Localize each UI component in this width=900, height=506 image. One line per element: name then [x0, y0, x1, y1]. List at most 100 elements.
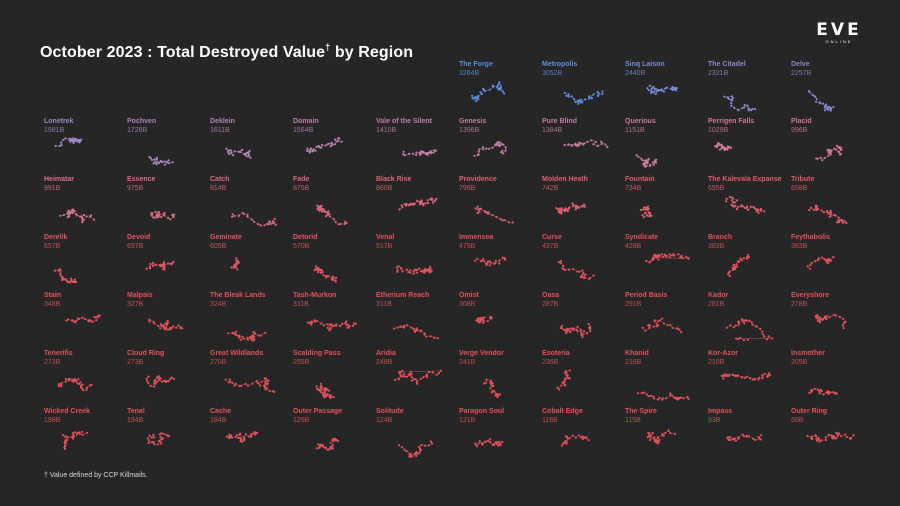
map-system-dot: [429, 267, 432, 270]
map-system-dot: [318, 444, 322, 447]
region-map-glyph: [808, 204, 848, 225]
map-system-dot: [264, 380, 267, 383]
map-system-dot: [735, 337, 738, 340]
map-system-dot: [743, 206, 746, 209]
map-system-dot: [73, 280, 76, 284]
map-system-dot: [314, 320, 317, 323]
map-system-dot: [237, 336, 240, 339]
region-name: Tenerifis: [44, 350, 73, 357]
map-system-dot: [407, 271, 410, 274]
map-system-dot: [498, 141, 501, 144]
region-name: Esoteria: [542, 350, 570, 357]
region-name: Cloud Ring: [127, 350, 165, 357]
map-system-dot: [728, 270, 731, 273]
map-system-dot: [722, 377, 725, 380]
region-name: Vale of the Silent: [376, 118, 433, 125]
map-system-dot: [827, 433, 830, 436]
map-system-dot: [727, 146, 730, 149]
map-system-dot: [398, 378, 401, 381]
map-system-dot: [601, 90, 604, 93]
region-panel: Cobalt Edge 118B: [542, 408, 622, 466]
map-system-dot: [405, 450, 408, 453]
map-system-dot: [321, 443, 324, 446]
map-system-dot: [425, 373, 429, 376]
region-value: 383B: [708, 243, 725, 250]
map-system-dot: [494, 392, 497, 396]
region-panel: Feythabolis 383B: [791, 234, 871, 292]
map-system-dot: [229, 435, 232, 438]
map-system-dot: [824, 103, 828, 106]
map-system-dot: [61, 434, 65, 437]
map-system-dot: [240, 384, 243, 387]
map-system-dot: [339, 222, 342, 226]
map-system-dot: [741, 107, 744, 110]
region-value: 287B: [542, 301, 559, 308]
map-system-dot: [662, 434, 665, 437]
map-system-dot: [567, 328, 570, 332]
map-system-dot: [73, 278, 76, 281]
map-system-dot: [59, 214, 62, 217]
region-panel: Outer Ring 66B: [791, 408, 871, 466]
map-system-dot: [330, 142, 333, 146]
region-value: 184B: [210, 417, 227, 424]
region-map-glyph: [720, 372, 772, 381]
map-system-dot: [54, 144, 57, 148]
map-system-dot: [306, 321, 310, 324]
map-system-dot: [401, 206, 404, 209]
region-map-glyph: [806, 431, 855, 443]
map-system-dot: [253, 220, 256, 223]
map-system-dot: [489, 381, 492, 384]
region-name: Outer Passage: [293, 408, 343, 415]
map-system-dot: [808, 91, 811, 94]
map-system-dot: [429, 335, 432, 338]
map-system-dot: [158, 213, 161, 216]
region-map-glyph: [727, 253, 751, 278]
map-system-dot: [732, 201, 735, 204]
map-system-dot: [833, 437, 836, 440]
map-system-dot: [340, 140, 343, 143]
map-system-dot: [231, 381, 234, 384]
map-system-dot: [670, 87, 673, 91]
map-system-dot: [592, 93, 595, 96]
map-system-dot: [578, 144, 581, 147]
map-system-dot: [429, 440, 432, 443]
map-system-dot: [433, 199, 437, 202]
map-system-dot: [402, 372, 405, 375]
map-system-dot: [752, 437, 755, 440]
map-system-dot: [479, 91, 482, 94]
map-system-dot: [403, 375, 406, 378]
map-system-dot: [725, 373, 728, 376]
map-system-dot: [148, 439, 151, 442]
map-system-dot: [428, 370, 431, 373]
region-name: Tribute: [791, 176, 815, 183]
map-system-dot: [511, 221, 514, 224]
map-system-dot: [650, 214, 653, 217]
map-system-dot: [157, 375, 160, 379]
map-system-dot: [563, 91, 566, 94]
map-system-dot: [419, 449, 422, 452]
map-system-dot: [247, 435, 250, 438]
map-system-dot: [231, 213, 234, 216]
map-system-dot: [427, 444, 431, 447]
map-system-dot: [831, 437, 834, 440]
region-map-glyph: [227, 330, 267, 342]
map-system-dot: [325, 215, 328, 218]
map-system-dot: [68, 378, 71, 381]
region-panel: Oasa 287B: [542, 292, 622, 350]
map-system-dot: [153, 158, 156, 161]
map-system-dot: [763, 210, 766, 213]
map-system-dot: [230, 151, 233, 154]
region-name: Sinq Laison: [625, 61, 665, 68]
region-name: Black Rise: [376, 176, 412, 183]
map-system-dot: [477, 98, 480, 101]
map-system-dot: [172, 377, 176, 381]
map-system-dot: [825, 259, 828, 262]
map-system-dot: [171, 161, 174, 164]
map-system-dot: [418, 451, 421, 454]
map-system-dot: [166, 319, 169, 322]
map-system-dot: [152, 433, 155, 436]
map-system-dot: [814, 260, 817, 263]
map-system-dot: [430, 442, 434, 445]
map-system-dot: [410, 326, 413, 329]
region-value: 991B: [44, 185, 61, 192]
